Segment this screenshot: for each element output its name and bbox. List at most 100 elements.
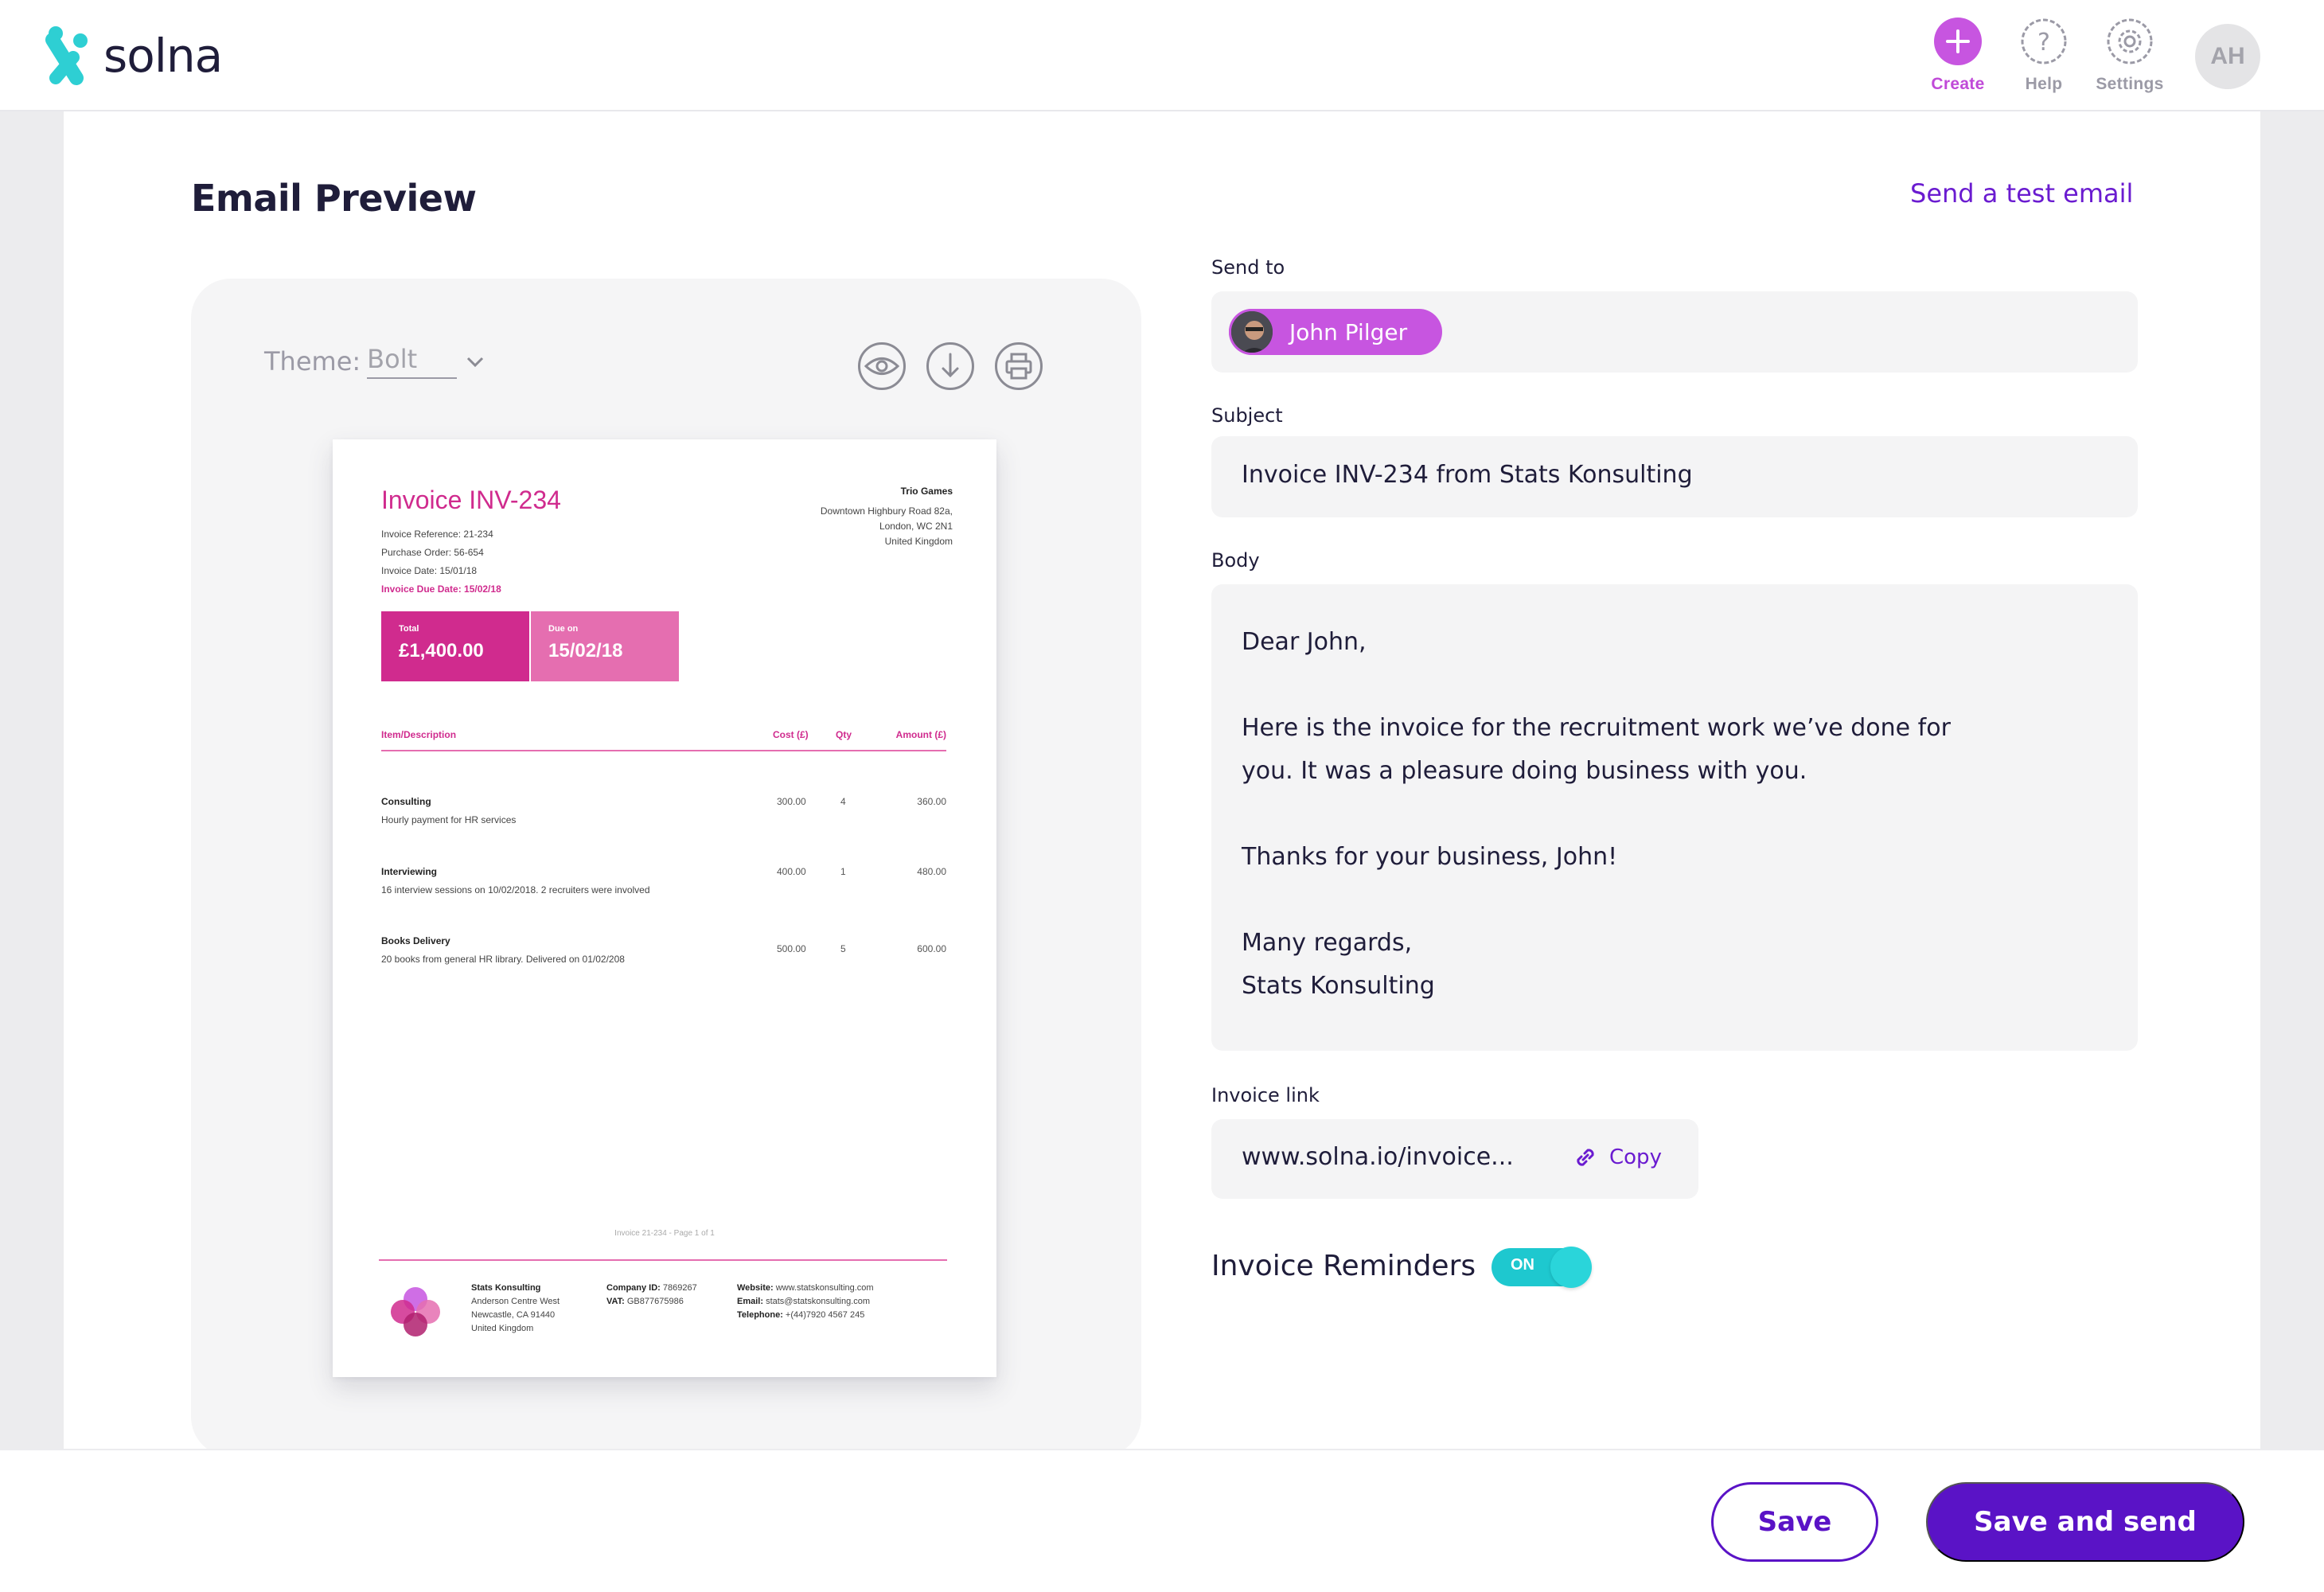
invoice-document: Invoice INV-234 Invoice Reference: 21-23…	[333, 439, 996, 1377]
settings-button[interactable]: Settings	[2087, 18, 2173, 94]
invoice-recipient-address: Trio Games Downtown Highbury Road 82a, L…	[821, 484, 953, 549]
due-on-box: Due on 15/02/18	[531, 611, 679, 681]
vat-value: GB877675986	[626, 1297, 684, 1306]
website-value: www.statskonsulting.com	[775, 1283, 874, 1293]
footer-address-line: United Kingdom	[471, 1324, 534, 1333]
footer-address-line: Newcastle, CA 91440	[471, 1310, 556, 1320]
copy-link-button[interactable]: Copy	[1571, 1143, 1662, 1172]
print-icon[interactable]	[995, 342, 1043, 390]
invoice-title: Invoice INV-234	[381, 486, 561, 514]
toggle-state: ON	[1511, 1256, 1534, 1274]
body-label: Body	[1211, 549, 1260, 572]
theme-value: Bolt	[367, 344, 458, 379]
invoice-preview-panel: Theme: Bolt	[191, 279, 1141, 1457]
footer-contact: Website: www.statskonsulting.com Email: …	[737, 1282, 874, 1322]
total-label: Total	[399, 624, 419, 634]
header-divider	[381, 750, 946, 751]
eye-icon[interactable]	[858, 342, 906, 390]
save-and-send-button[interactable]: Save and send	[1926, 1482, 2244, 1562]
action-footer: Save Save and send	[0, 1449, 2324, 1592]
website-label: Website:	[737, 1283, 774, 1293]
page-info: Invoice 21-234 - Page 1 of 1	[614, 1229, 715, 1238]
subject-label: Subject	[1211, 404, 1283, 427]
footer-address-line: Anderson Centre West	[471, 1297, 560, 1306]
help-icon: ?	[2020, 18, 2068, 65]
body-field[interactable]: Dear John, Here is the invoice for the r…	[1211, 584, 2138, 1051]
item-cost: 400.00	[777, 866, 806, 877]
plus-icon	[1934, 18, 1982, 65]
item-amount: 480.00	[917, 866, 946, 877]
gear-icon	[2106, 18, 2154, 65]
item-name: Books Delivery	[381, 935, 450, 946]
invoice-due-date: Invoice Due Date: 15/02/18	[381, 583, 501, 595]
invoice-reminders-toggle[interactable]: ON	[1491, 1247, 1592, 1288]
item-description: 20 books from general HR library. Delive…	[381, 954, 625, 965]
help-button[interactable]: ? Help	[2001, 18, 2087, 94]
company-id-label: Company ID:	[606, 1283, 661, 1293]
create-label: Create	[1931, 75, 1985, 93]
page-title: Email Preview	[191, 177, 477, 220]
item-cost: 500.00	[777, 943, 806, 954]
create-button[interactable]: Create	[1915, 18, 2001, 94]
settings-label: Settings	[2096, 75, 2164, 93]
theme-selector[interactable]: Theme: Bolt	[264, 344, 485, 379]
telephone-label: Telephone:	[737, 1310, 783, 1320]
main-card: Email Preview Send a test email Theme: B…	[64, 111, 2260, 1457]
download-icon[interactable]	[926, 342, 974, 390]
chevron-down-icon	[467, 357, 484, 368]
solna-logo[interactable]: solna	[45, 24, 223, 88]
help-label: Help	[2025, 75, 2063, 93]
column-header-item: Item/Description	[381, 729, 457, 740]
footer-company-name: Stats Konsulting	[471, 1283, 541, 1293]
column-header-cost: Cost (£)	[773, 729, 809, 740]
total-value: £1,400.00	[399, 640, 484, 661]
recipient-company: Trio Games	[900, 486, 953, 497]
address-line: United Kingdom	[884, 536, 953, 547]
invoice-reminders-label: Invoice Reminders	[1211, 1250, 1476, 1282]
address-line: London, WC 2N1	[879, 521, 953, 532]
subject-field[interactable]: Invoice INV-234 from Stats Konsulting	[1211, 436, 2138, 517]
recipient-name: John Pilger	[1289, 318, 1408, 345]
link-icon	[1577, 1149, 1594, 1166]
save-button[interactable]: Save	[1711, 1482, 1878, 1562]
total-box: Total £1,400.00	[381, 611, 529, 681]
user-avatar[interactable]: AH	[2195, 24, 2260, 89]
send-to-field[interactable]: John Pilger	[1211, 291, 2138, 373]
item-qty: 1	[840, 866, 846, 877]
send-test-email-link[interactable]: Send a test email	[1910, 178, 2134, 209]
due-on-value: 15/02/18	[548, 640, 623, 661]
item-qty: 5	[840, 943, 846, 954]
theme-label: Theme:	[264, 346, 361, 377]
invoice-link-label: Invoice link	[1211, 1084, 1320, 1106]
top-bar: solna Create ? Help	[0, 0, 2324, 111]
recipient-chip[interactable]: John Pilger	[1229, 309, 1442, 355]
telephone-value: +(44)7920 4567 245	[785, 1310, 865, 1320]
solna-logo-mark-icon	[45, 26, 88, 85]
item-qty: 4	[840, 796, 846, 807]
send-to-label: Send to	[1211, 256, 1285, 279]
solna-logo-text: solna	[103, 29, 223, 83]
invoice-link-value: www.solna.io/invoice...	[1242, 1143, 1514, 1171]
invoice-meta: Invoice Reference: 21-234 Purchase Order…	[381, 525, 501, 599]
body-value: Dear John, Here is the invoice for the r…	[1242, 628, 1951, 1000]
company-id-value: 7869267	[662, 1283, 697, 1293]
column-header-amount: Amount (£)	[895, 729, 946, 740]
subject-value: Invoice INV-234 from Stats Konsulting	[1242, 461, 1693, 489]
vat-label: VAT:	[606, 1297, 625, 1306]
toggle-knob[interactable]	[1550, 1247, 1592, 1288]
due-on-label: Due on	[548, 624, 579, 634]
invoice-link-field[interactable]: www.solna.io/invoice... Copy	[1211, 1119, 1698, 1199]
item-cost: 300.00	[777, 796, 806, 807]
email-value: stats@statskonsulting.com	[766, 1297, 871, 1306]
item-amount: 360.00	[917, 796, 946, 807]
item-amount: 600.00	[917, 943, 946, 954]
item-description: Hourly payment for HR services	[381, 814, 517, 825]
purchase-order: Purchase Order: 56-654	[381, 547, 484, 558]
recipient-avatar	[1229, 309, 1275, 355]
nav-actions: Create ? Help Settings AH	[1915, 18, 2260, 94]
invoice-reference: Invoice Reference: 21-234	[381, 529, 493, 540]
svg-text:?: ?	[2037, 29, 2050, 57]
address-line: Downtown Highbury Road 82a,	[820, 505, 953, 517]
copy-label: Copy	[1609, 1145, 1662, 1169]
email-label: Email:	[737, 1297, 764, 1306]
